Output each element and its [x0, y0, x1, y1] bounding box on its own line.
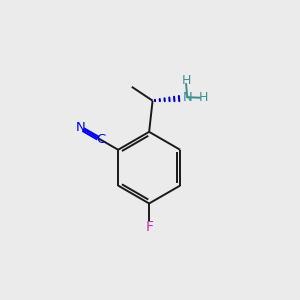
- Text: H: H: [182, 74, 191, 87]
- Text: H: H: [199, 91, 208, 104]
- Text: F: F: [145, 220, 153, 234]
- Text: N: N: [182, 91, 192, 104]
- Text: N: N: [76, 121, 85, 134]
- Text: C: C: [96, 133, 106, 146]
